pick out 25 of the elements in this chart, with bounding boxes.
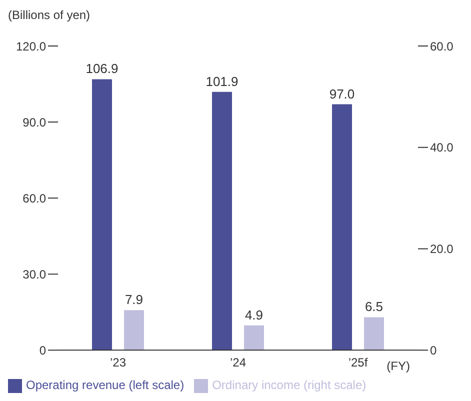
y-tick-label: 60.0: [22, 191, 46, 206]
x-tick-label: ’25f: [348, 356, 368, 370]
data-label: 6.5: [364, 299, 384, 314]
y-axis-title: (Billions of yen): [8, 8, 92, 24]
y2-tick-label: 0: [430, 343, 437, 358]
bar: [92, 79, 112, 350]
data-label: 101.9: [206, 74, 238, 89]
data-label: 4.9: [244, 307, 264, 322]
bar: [332, 104, 352, 350]
y-tick-label: 120.0: [16, 39, 46, 54]
y2-tick-label: 20.0: [430, 242, 454, 256]
x-axis-title: (FY): [386, 359, 410, 374]
legend-label: Ordinary income (right scale): [212, 378, 366, 392]
data-label: 7.9: [124, 292, 144, 308]
y-tick-label: 0: [39, 343, 46, 358]
y2-tick-label: 60.0: [430, 39, 454, 54]
legend-label: Operating revenue (left scale): [26, 378, 184, 392]
data-label: 97.0: [329, 86, 355, 102]
x-tick-label: ’23: [110, 356, 126, 370]
y-tick-label: 90.0: [22, 115, 46, 130]
y-tick-label: 30.0: [22, 267, 46, 282]
x-tick-label: ’24: [230, 356, 246, 370]
bar: [212, 92, 232, 350]
data-label: 106.9: [86, 61, 118, 76]
y2-tick-label: 40.0: [430, 140, 454, 155]
